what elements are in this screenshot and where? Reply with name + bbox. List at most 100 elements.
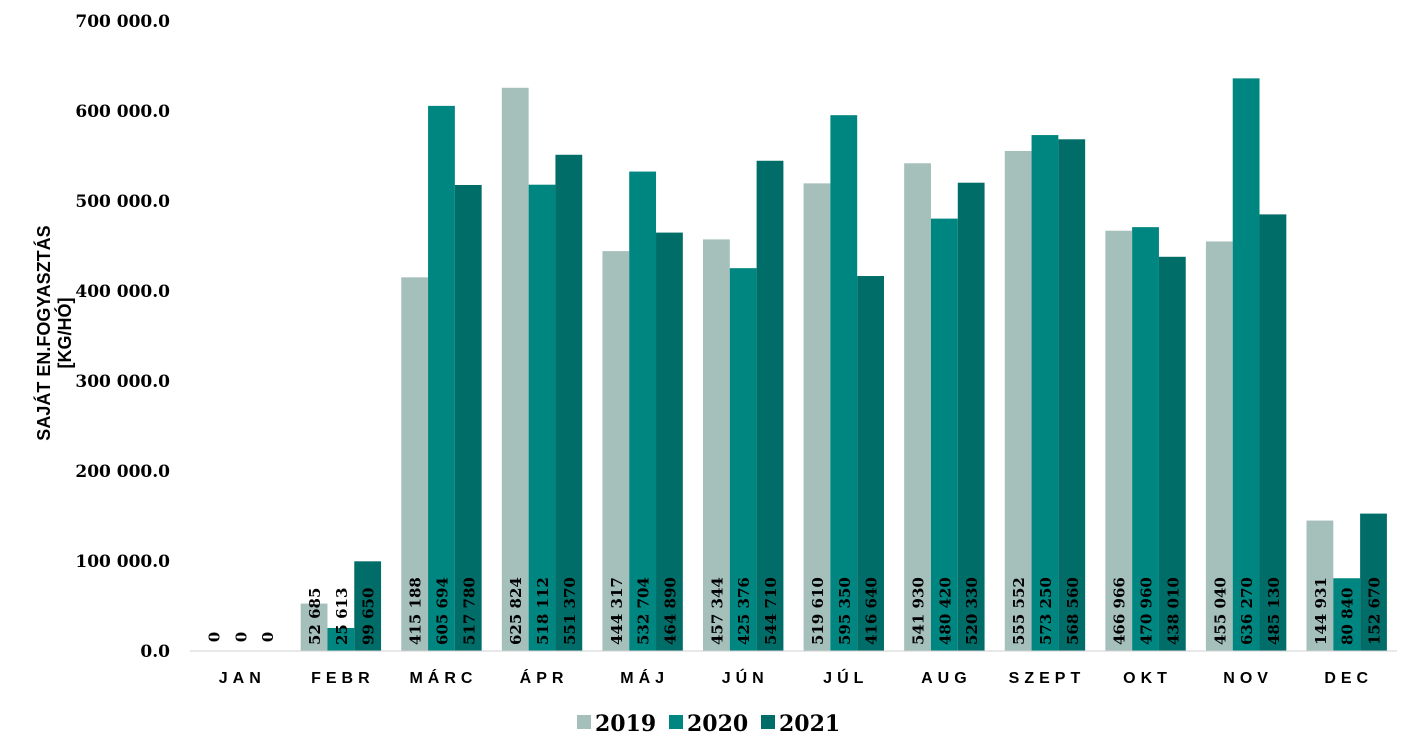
data-label: 470 960 [1138,577,1156,645]
legend-swatch-2020 [669,715,683,729]
bar-2021-MÁJ [656,232,683,651]
x-tick-label: SZEPT [1009,670,1086,687]
data-label: 466 966 [1111,577,1129,645]
y-tick-label: 400 000.0 [75,282,170,302]
legend-swatch-2021 [761,715,775,729]
data-label: 0 [232,632,250,642]
data-label: 625 824 [507,577,525,645]
y-tick-label: 700 000.0 [75,12,170,32]
bar-2020-NOV [1232,78,1260,652]
data-label: 573 250 [1037,577,1055,645]
y-tick-label: 0.0 [140,642,170,662]
bar-2021-ÁPR [555,154,583,651]
data-label: 544 710 [762,577,780,645]
bar-2021-SZEPT [1058,139,1086,651]
bar-2019-FEBR [300,603,328,651]
data-label: 555 552 [1010,577,1028,645]
y-tick-label: 300 000.0 [75,372,170,392]
bar-2019-JÚN [703,239,730,652]
bar-2021-AUG [957,182,985,651]
bar-2019-SZEPT [1004,151,1032,651]
data-label: 99 650 [360,588,378,645]
bar-2020-DEC [1333,578,1361,651]
x-tick-label: DEC [1324,670,1373,687]
x-tick-label: OKT [1123,670,1172,687]
bar-2021-OKT [1158,256,1186,651]
x-tick-label: MÁJ [620,668,669,687]
y-axis-title-line-1: SAJÁT EN.FOGYASZTÁS [33,225,54,440]
data-label: 568 560 [1064,577,1082,645]
bar-2020-JÚL [830,115,858,651]
x-tick-label: NOV [1223,670,1273,687]
bar-2021-NOV [1259,214,1287,651]
data-label: 52 685 [306,588,324,645]
bar-2020-SZEPT [1031,135,1059,651]
y-tick-label: 500 000.0 [75,192,170,212]
data-label: 518 112 [534,577,552,645]
legend: 2019 2020 2021 [577,711,840,737]
bar-2021-JÚL [857,276,884,651]
bar-2019-MÁJ [602,251,630,652]
bar-2021-MÁRC [454,184,482,652]
bar-2019-MÁRC [401,277,429,651]
data-label: 636 270 [1238,577,1256,645]
data-label: 25 613 [333,588,351,645]
bar-2020-OKT [1132,227,1159,652]
data-label: 415 188 [407,577,425,645]
bar-2021-DEC [1360,513,1387,651]
bar-2019-DEC [1306,520,1334,651]
bar-2021-JÚN [756,160,784,652]
data-label: 438 010 [1164,577,1182,645]
data-label: 532 704 [635,577,653,645]
data-label: 425 376 [735,577,753,645]
data-label: 485 130 [1265,577,1283,645]
data-label: 541 930 [910,577,928,645]
data-label: 0 [259,632,277,642]
bar-2020-FEBR [327,627,355,651]
data-label: 0 [205,632,223,642]
bar-2019-AUG [904,163,931,651]
y-tick-label: 200 000.0 [75,462,170,482]
data-label: 517 780 [460,577,478,645]
data-label: 480 420 [936,577,954,645]
y-axis-title: SAJÁT EN.FOGYASZTÁS [KG/HÓ] [33,225,75,440]
x-tick-label: ÁPR [520,668,569,687]
data-label: 551 370 [561,577,579,645]
bar-series-group: 0 0 0 52 685 25 613 99 650 415 188 605 694 517 7… [205,78,1387,652]
data-label: 519 610 [809,577,827,645]
data-label: 144 931 [1312,577,1330,645]
data-label: 457 344 [708,577,726,645]
x-tick-label: AUG [921,670,972,687]
data-label: 605 694 [433,577,451,645]
bar-2019-ÁPR [501,87,529,651]
bar-2019-OKT [1105,230,1133,652]
data-label: 455 040 [1211,577,1229,645]
data-label: 416 640 [863,577,881,645]
data-label: 152 670 [1366,577,1384,645]
data-label: 80 840 [1339,588,1357,645]
legend-label: 2021 [779,711,840,737]
bar-2020-ÁPR [528,184,556,651]
bar-2021-FEBR [354,561,382,651]
data-label: 444 317 [608,577,626,645]
data-label: 595 350 [836,577,854,645]
bar-2019-JÚL [803,183,831,651]
bar-2020-MÁJ [629,171,657,651]
x-tick-label: JAN [219,670,266,687]
bar-2020-JÚN [729,268,757,651]
bar-2020-AUG [930,218,958,651]
bar-2020-MÁRC [428,105,455,652]
x-tick-label: MÁRC [409,668,477,687]
data-label: 520 330 [963,577,981,645]
legend-label: 2020 [687,711,748,737]
y-tick-label: 100 000.0 [75,552,170,572]
bar-2019-NOV [1205,241,1233,652]
x-tick-label: JÚL [823,668,868,687]
data-label: 464 890 [661,577,679,645]
x-axis-ticks: JAN FEBR MÁRC ÁPR MÁJ JÚN JÚL AUG SZEPT OKT NOV DEC [219,668,1373,687]
legend-label: 2019 [595,711,656,737]
y-tick-label: 600 000.0 [75,102,170,122]
x-tick-label: JÚN [722,668,769,687]
legend-swatch-2019 [577,715,591,729]
